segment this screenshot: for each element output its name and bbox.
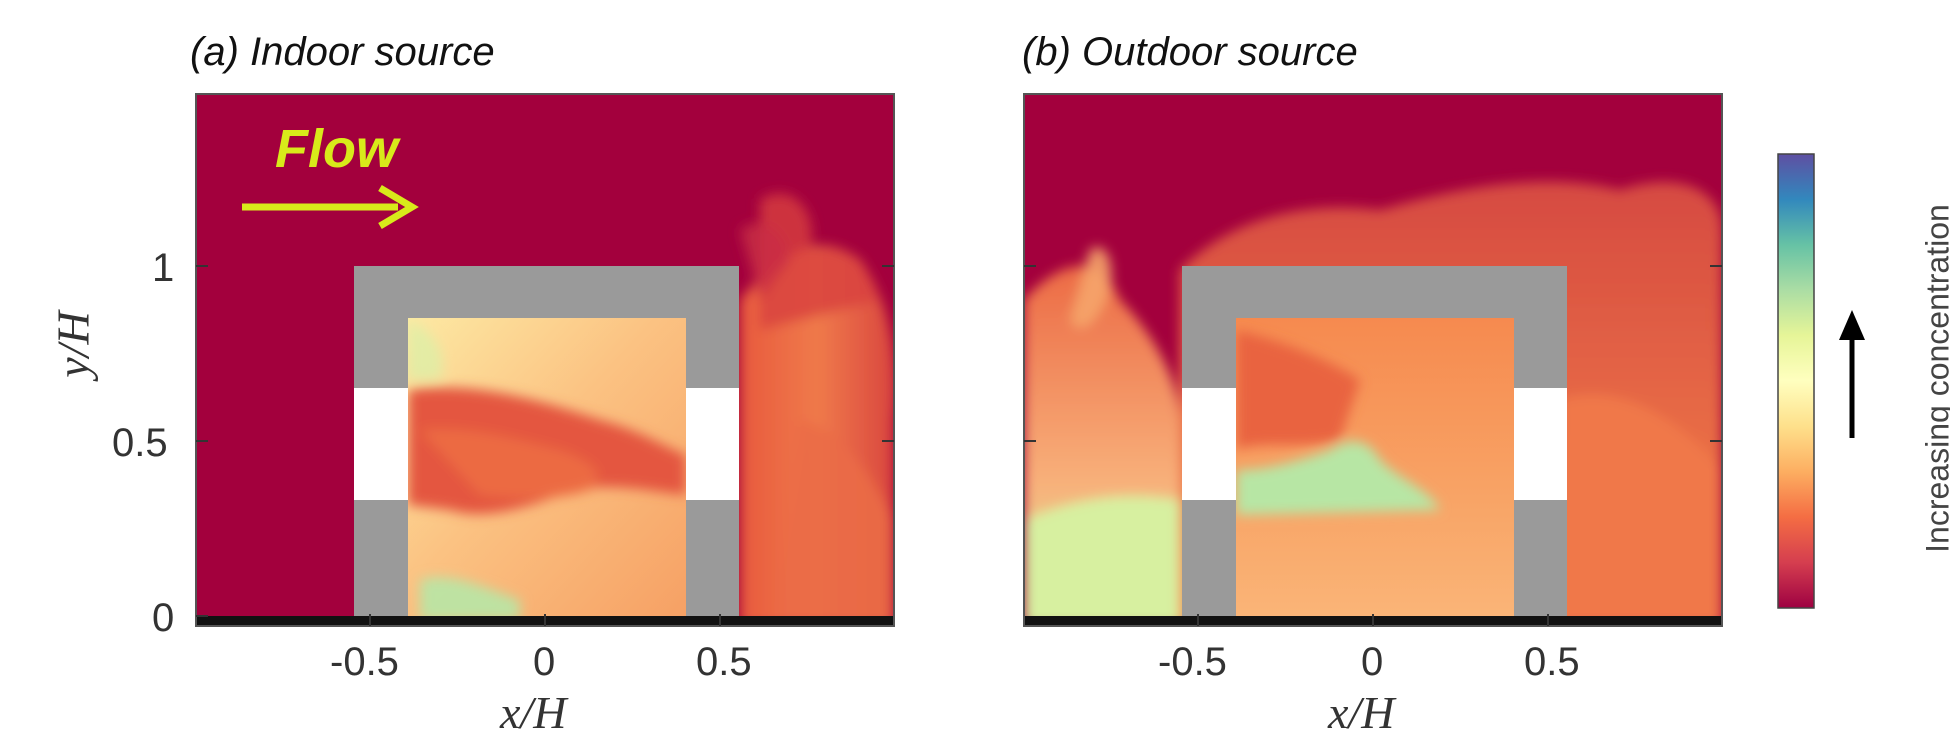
panel-b-window-left <box>1182 388 1236 500</box>
panel-b-window-right <box>1514 388 1567 500</box>
ytick-label: 1 <box>152 246 175 290</box>
xtick-label: 0 <box>1361 640 1384 684</box>
ytick-label: 0 <box>152 596 175 640</box>
xtick-label: 0.5 <box>1524 640 1580 684</box>
x-axis-label-b: x/H <box>1328 687 1395 738</box>
panel-a-wake-plume <box>740 193 894 626</box>
panel-a-title: (a) Indoor source <box>190 30 495 74</box>
panel-b-ticks <box>1024 265 1722 626</box>
panel-a-indoor-jet <box>408 320 686 620</box>
panel-a-window-left <box>354 388 408 500</box>
panel-b-image <box>1024 94 1722 626</box>
flow-arrow <box>242 184 419 230</box>
y-axis-label: y/H <box>47 311 99 378</box>
colorbar <box>1777 153 1815 609</box>
panel-a-window-right <box>686 388 739 500</box>
ytick-label: 0.5 <box>112 421 168 465</box>
xtick-label: -0.5 <box>1158 640 1227 684</box>
xtick-label: -0.5 <box>330 640 399 684</box>
panel-b-building <box>1182 266 1567 620</box>
xtick-label: 0.5 <box>696 640 752 684</box>
flow-label: Flow <box>275 119 398 179</box>
panel-a-image <box>196 94 894 626</box>
colorbar-arrow <box>1839 310 1865 438</box>
panel-b-indoor-intrusion <box>1236 330 1440 515</box>
colorbar-label: Increasing concentration <box>1919 204 1950 553</box>
xtick-label: 0 <box>533 640 556 684</box>
x-axis-label-a: x/H <box>500 687 567 738</box>
panel-b-title: (b) Outdoor source <box>1022 30 1358 74</box>
panel-a-building <box>354 266 739 620</box>
panel-a-ticks <box>196 265 894 626</box>
